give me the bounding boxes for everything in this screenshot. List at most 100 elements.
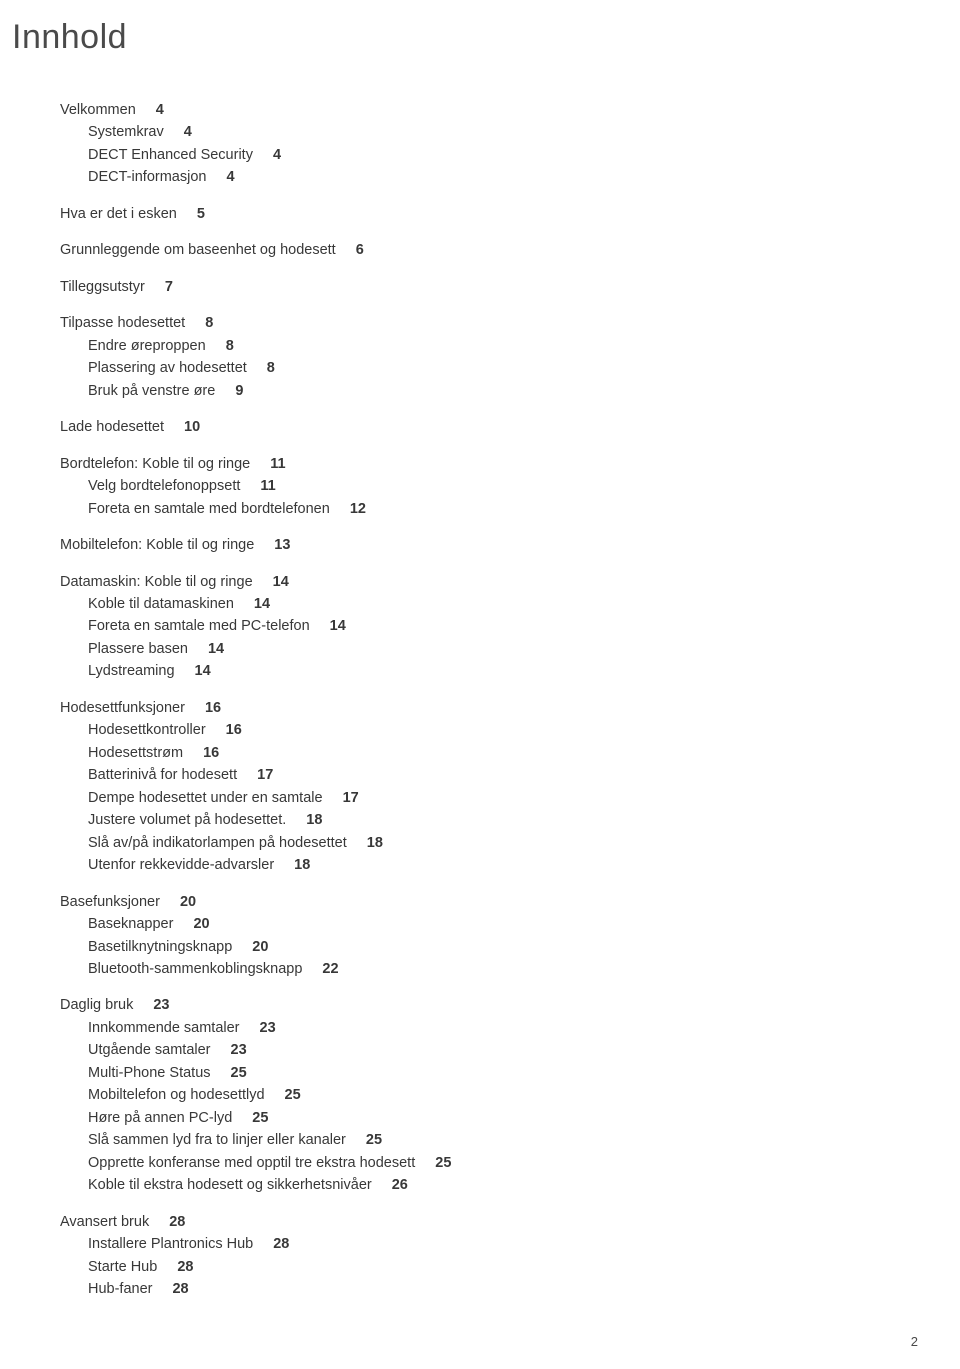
- toc-entry-label: Tilleggsutstyr: [60, 279, 145, 295]
- toc-entry: DECT-informasjon4: [60, 166, 900, 188]
- toc-entry: Mobiltelefon og hodesettlyd 25: [60, 1084, 900, 1106]
- toc-entry-page-number: 6: [356, 242, 364, 258]
- toc-entry-page-number: 20: [193, 916, 209, 932]
- toc-entry: Velkommen4: [60, 99, 900, 121]
- toc-entry-label: Starte Hub: [88, 1259, 157, 1275]
- toc-entry-label: Datamaskin: Koble til og ringe: [60, 574, 253, 590]
- toc-entry: Systemkrav 4: [60, 121, 900, 143]
- toc-entry-label: Daglig bruk: [60, 997, 133, 1013]
- toc-entry-page-number: 14: [254, 596, 270, 612]
- toc-entry: Foreta en samtale med bordtelefonen 12: [60, 498, 900, 520]
- toc-entry: Starte Hub 28: [60, 1256, 900, 1278]
- toc-entry-page-number: 11: [270, 456, 285, 472]
- toc-entry: Foreta en samtale med PC-telefon 14: [60, 615, 900, 637]
- toc-entry-page-number: 4: [156, 102, 164, 118]
- toc-entry-label: Opprette konferanse med opptil tre ekstr…: [88, 1155, 415, 1171]
- toc-entry-page-number: 8: [267, 360, 275, 376]
- toc-entry-label: Bruk på venstre øre: [88, 383, 215, 399]
- toc-entry: Tilpasse hodesettet8: [60, 312, 900, 334]
- toc-entry-page-number: 22: [322, 961, 338, 977]
- toc-entry: Multi-Phone Status 25: [60, 1062, 900, 1084]
- toc-entry-label: Basefunksjoner: [60, 894, 160, 910]
- toc-entry-page-number: 28: [273, 1236, 289, 1252]
- toc-entry: Plassering av hodesettet 8: [60, 357, 900, 379]
- toc-entry: Hodesettstrøm 16: [60, 742, 900, 764]
- toc-section: Hodesettfunksjoner16Hodesettkontroller16…: [60, 697, 900, 877]
- toc-entry: Hva er det i esken 5: [60, 203, 900, 225]
- toc-entry: Hodesettkontroller16: [60, 719, 900, 741]
- toc-entry-label: Koble til datamaskinen: [88, 596, 234, 612]
- toc-section: Grunnleggende om baseenhet og hodesett 6: [60, 239, 900, 261]
- toc-entry-page-number: 18: [294, 857, 310, 873]
- toc-entry-page-number: 9: [235, 383, 243, 399]
- toc-entry-page-number: 25: [231, 1065, 247, 1081]
- toc-entry-label: Plassere basen: [88, 641, 188, 657]
- toc-entry-page-number: 5: [197, 206, 205, 222]
- toc-entry-page-number: 28: [177, 1259, 193, 1275]
- toc-entry-page-number: 11: [260, 478, 275, 494]
- toc-entry-label: Koble til ekstra hodesett og sikkerhetsn…: [88, 1177, 372, 1193]
- toc-entry: DECT Enhanced Security4: [60, 144, 900, 166]
- toc-entry-label: Plassering av hodesettet: [88, 360, 247, 376]
- toc-entry-page-number: 20: [180, 894, 196, 910]
- toc-entry-page-number: 14: [330, 618, 346, 634]
- toc-entry-label: Multi-Phone Status: [88, 1065, 211, 1081]
- toc-entry-page-number: 23: [153, 997, 169, 1013]
- toc-entry: Slå sammen lyd fra to linjer eller kanal…: [60, 1129, 900, 1151]
- toc-entry: Hodesettfunksjoner16: [60, 697, 900, 719]
- toc-entry: Mobiltelefon: Koble til og ringe13: [60, 534, 900, 556]
- toc-entry: Basetilknytningsknapp20: [60, 936, 900, 958]
- toc-entry-label: Hodesettstrøm: [88, 745, 183, 761]
- toc-entry-label: Utgående samtaler: [88, 1042, 211, 1058]
- toc-entry-label: Basetilknytningsknapp: [88, 939, 232, 955]
- toc-section: Datamaskin: Koble til og ringe14Koble ti…: [60, 571, 900, 683]
- toc-entry: Plassere basen14: [60, 638, 900, 660]
- toc-entry: Basefunksjoner 20: [60, 891, 900, 913]
- toc-section: Velkommen4Systemkrav4DECT Enhanced Secur…: [60, 99, 900, 189]
- toc-entry-label: Grunnleggende om baseenhet og hodesett: [60, 242, 336, 258]
- toc-entry-page-number: 25: [366, 1132, 382, 1148]
- toc-section: Bordtelefon: Koble til og ringe11Velg bo…: [60, 453, 900, 520]
- page-footer-number: 2: [911, 1334, 918, 1349]
- toc-entry-page-number: 25: [285, 1087, 301, 1103]
- toc-entry: Bluetooth-sammenkoblingsknapp22: [60, 958, 900, 980]
- toc-entry: Slå av/på indikatorlampen på hodesettet1…: [60, 832, 900, 854]
- toc-entry-label: Avansert bruk: [60, 1214, 149, 1230]
- toc-entry-label: Velg bordtelefonoppsett: [88, 478, 240, 494]
- toc-entry: Baseknapper 20: [60, 913, 900, 935]
- toc-entry-page-number: 28: [169, 1214, 185, 1230]
- toc-entry: Endre øreproppen8: [60, 335, 900, 357]
- toc-entry-label: Systemkrav: [88, 124, 164, 140]
- toc-entry-page-number: 28: [172, 1281, 188, 1297]
- toc-entry-label: Foreta en samtale med bordtelefonen: [88, 501, 330, 517]
- toc-entry-label: Justere volumet på hodesettet.: [88, 812, 286, 828]
- toc-entry-page-number: 13: [274, 537, 290, 553]
- toc-entry: Installere Plantronics Hub28: [60, 1233, 900, 1255]
- toc-entry-label: Tilpasse hodesettet: [60, 315, 185, 331]
- toc-entry-page-number: 18: [367, 835, 383, 851]
- toc-entry-label: Hub-faner: [88, 1281, 152, 1297]
- toc-entry-label: Endre øreproppen: [88, 338, 206, 354]
- toc-entry-label: Mobiltelefon og hodesettlyd: [88, 1087, 265, 1103]
- toc-entry-page-number: 4: [273, 147, 281, 163]
- toc-entry-page-number: 4: [226, 169, 234, 185]
- toc-entry-label: Hva er det i esken: [60, 206, 177, 222]
- toc-entry: Batterinivå for hodesett17: [60, 764, 900, 786]
- toc-entry-label: Foreta en samtale med PC-telefon: [88, 618, 310, 634]
- toc-entry: Lade hodesettet10: [60, 416, 900, 438]
- toc-entry-page-number: 4: [184, 124, 192, 140]
- toc-entry-page-number: 23: [260, 1020, 276, 1036]
- toc-entry-page-number: 16: [205, 700, 221, 716]
- toc-entry-page-number: 16: [203, 745, 219, 761]
- toc-entry-page-number: 7: [165, 279, 173, 295]
- toc-entry-label: Dempe hodesettet under en samtale: [88, 790, 323, 806]
- toc-entry: Grunnleggende om baseenhet og hodesett 6: [60, 239, 900, 261]
- toc-entry-page-number: 12: [350, 501, 366, 517]
- toc-entry-label: Baseknapper: [88, 916, 173, 932]
- toc-entry: Opprette konferanse med opptil tre ekstr…: [60, 1152, 900, 1174]
- toc-entry-label: Lydstreaming: [88, 663, 175, 679]
- toc-entry-page-number: 23: [231, 1042, 247, 1058]
- toc-section: Lade hodesettet10: [60, 416, 900, 438]
- toc-entry: Høre på annen PC-lyd25: [60, 1107, 900, 1129]
- toc-entry-page-number: 26: [392, 1177, 408, 1193]
